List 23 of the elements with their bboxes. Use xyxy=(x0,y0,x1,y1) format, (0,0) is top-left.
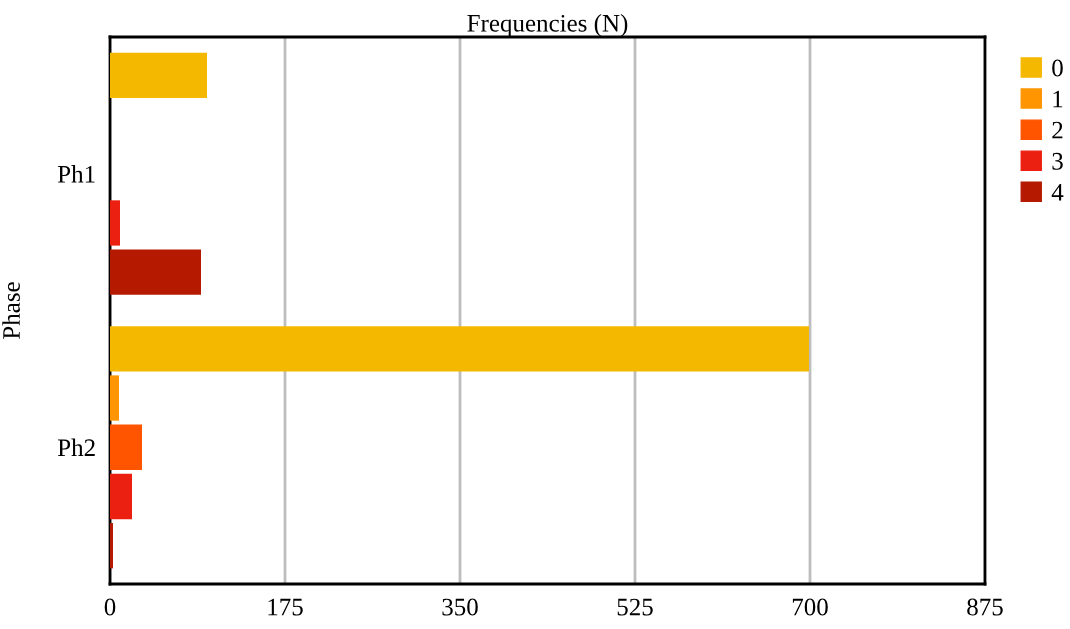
bar xyxy=(110,424,142,470)
bar xyxy=(110,523,113,569)
bar xyxy=(110,375,119,421)
x-tick-label: 875 xyxy=(967,598,1003,616)
legend-label: 4 xyxy=(1051,184,1064,201)
x-axis-title: Frequencies (N) xyxy=(467,14,628,37)
legend-label: 1 xyxy=(1053,90,1063,108)
legend-label: 3 xyxy=(1052,152,1063,170)
bar xyxy=(110,326,809,372)
bar xyxy=(110,249,201,295)
y-tick-label: Ph2 xyxy=(57,438,95,456)
legend-label: 0 xyxy=(1052,59,1063,77)
y-axis-title: Phase xyxy=(2,282,20,339)
bar xyxy=(110,473,132,520)
y-tick-label: Ph1 xyxy=(57,165,95,183)
bar xyxy=(110,200,120,246)
legend-label: 2 xyxy=(1052,121,1063,139)
x-tick-label: 350 xyxy=(442,598,478,616)
x-tick-label: 700 xyxy=(792,598,828,616)
x-tick-label: 0 xyxy=(104,598,116,616)
bar xyxy=(110,52,207,98)
x-tick-label: 175 xyxy=(268,598,303,616)
x-tick-label: 525 xyxy=(617,598,653,616)
